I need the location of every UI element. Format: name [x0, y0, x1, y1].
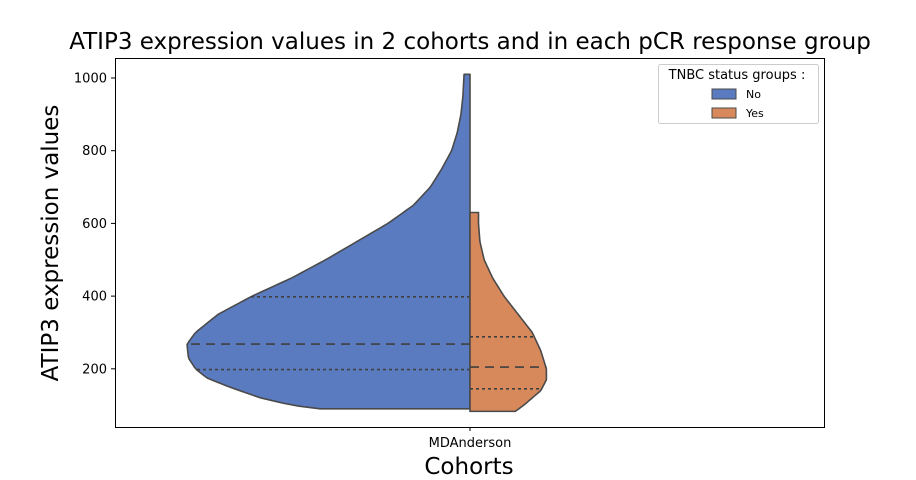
y-tick-label: 600 — [82, 217, 107, 232]
legend-swatch-no — [711, 88, 737, 100]
legend: TNBC status groups : No Yes — [658, 64, 819, 124]
plot-area — [186, 73, 548, 413]
y-axis-label: ATIP3 expression values — [38, 105, 64, 382]
x-axis-label: Cohorts — [424, 454, 513, 480]
y-tick-label: 1000 — [74, 71, 107, 86]
y-tick-label: 200 — [82, 362, 107, 377]
y-tick-label: 800 — [82, 144, 107, 159]
legend-label-no: No — [746, 88, 761, 101]
y-axis: 200 400 600 800 1000 — [74, 71, 115, 377]
legend-swatch-yes — [711, 107, 737, 119]
x-axis: MDAnderson — [429, 427, 512, 451]
chart-title: ATIP3 expression values in 2 cohorts and… — [69, 29, 871, 55]
legend-label-yes: Yes — [745, 107, 764, 120]
legend-box — [658, 64, 819, 124]
x-tick-label: MDAnderson — [429, 436, 512, 451]
violin-no — [186, 73, 471, 410]
y-tick-label: 400 — [82, 290, 107, 305]
legend-title: TNBC status groups : — [668, 68, 806, 83]
violin-yes — [469, 211, 548, 413]
